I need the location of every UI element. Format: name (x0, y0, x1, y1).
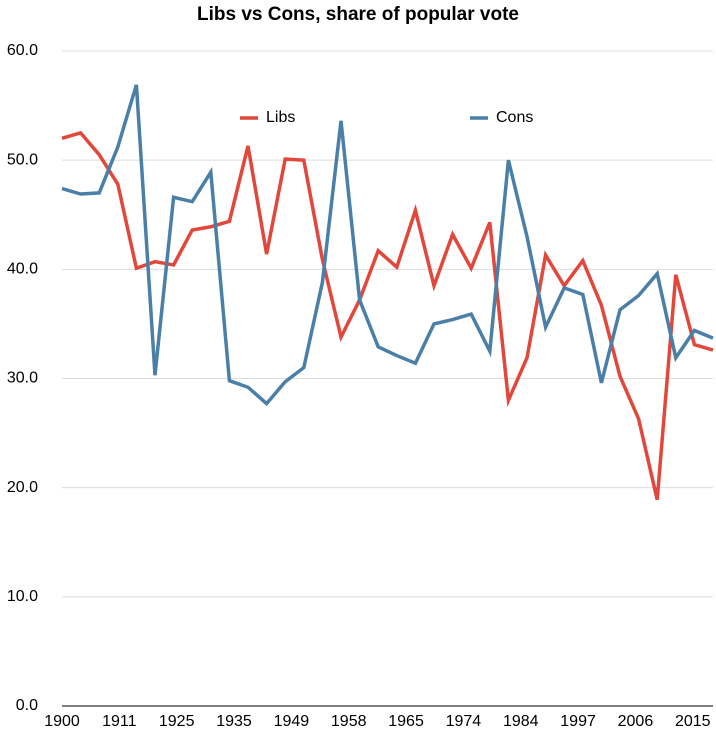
x-tick-label: 1935 (216, 713, 252, 730)
y-tick-label: 50.0 (7, 151, 38, 168)
x-tick-label: 1997 (560, 713, 596, 730)
x-tick-label: 1925 (159, 713, 195, 730)
legend-label: Libs (266, 109, 295, 126)
x-tick-label: 1984 (503, 713, 539, 730)
x-tick-label: 1965 (388, 713, 424, 730)
y-tick-label: 0.0 (16, 697, 38, 714)
y-tick-label: 10.0 (7, 588, 38, 605)
x-tick-label: 1958 (331, 713, 367, 730)
legend-label: Cons (496, 109, 533, 126)
x-tick-label: 2006 (618, 713, 654, 730)
chart-title: Libs vs Cons, share of popular vote (197, 4, 519, 25)
y-tick-label: 60.0 (7, 42, 38, 59)
line-series (61, 130, 714, 501)
x-tick-label: 1949 (274, 713, 310, 730)
x-tick-label: 1974 (446, 713, 482, 730)
line-series (61, 84, 714, 407)
y-tick-label: 30.0 (7, 370, 38, 387)
y-tick-label: 20.0 (7, 479, 38, 496)
x-tick-label: 2015 (675, 713, 711, 730)
y-tick-label: 40.0 (7, 261, 38, 278)
x-tick-label: 1900 (44, 713, 80, 730)
x-tick-label: 1911 (102, 713, 137, 730)
